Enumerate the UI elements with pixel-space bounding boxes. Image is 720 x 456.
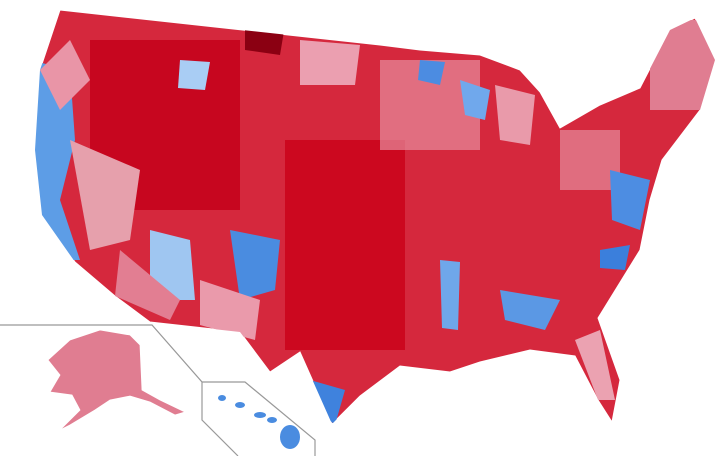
region [500, 290, 560, 330]
region [650, 20, 715, 110]
region [600, 245, 630, 270]
region [495, 85, 535, 145]
region [440, 260, 460, 330]
alaska [47, 329, 187, 431]
region [610, 170, 650, 230]
region [40, 40, 90, 110]
region [460, 80, 490, 120]
region [300, 40, 360, 85]
hawaii [218, 395, 300, 449]
region [575, 330, 615, 400]
region [150, 230, 195, 300]
region [418, 60, 445, 85]
region [560, 130, 620, 190]
island [280, 425, 300, 449]
region [310, 380, 345, 424]
island [218, 395, 226, 401]
region [178, 60, 210, 90]
island [235, 402, 245, 408]
island [254, 412, 266, 418]
region [230, 230, 280, 300]
region [115, 250, 180, 320]
inset-frame [202, 381, 316, 456]
region [285, 140, 405, 350]
region [245, 20, 285, 55]
region [200, 280, 260, 340]
island [267, 417, 277, 423]
region [70, 140, 140, 250]
region [35, 60, 80, 260]
